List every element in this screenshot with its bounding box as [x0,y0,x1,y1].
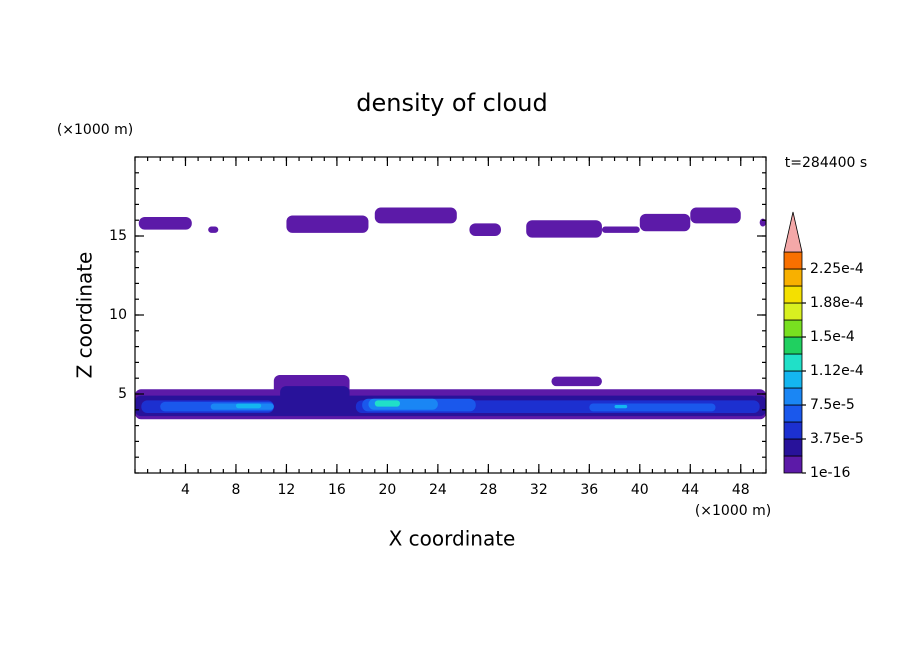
contour-region [138,217,192,230]
contour-region [208,226,219,233]
contour-region [614,405,628,409]
colorbar-overflow [783,211,803,253]
x-tick-label: 20 [378,482,396,498]
colorbar-band [783,353,803,372]
colorbar-band [783,455,803,474]
x-tick-label: 36 [580,482,598,498]
chart-title: density of cloud [356,89,547,117]
colorbar-band [783,404,803,423]
colorbar-tick-label: 7.5e-5 [810,397,855,413]
y-tick-label: 15 [109,228,127,244]
x-tick-label: 44 [681,482,699,498]
colorbar-band [783,319,803,338]
colorbar-tick-label: 1e-16 [810,465,850,481]
x-tick-label: 24 [429,482,447,498]
colorbar-band [783,336,803,355]
x-tick-label: 12 [278,482,296,498]
contour-region [526,220,602,238]
x-tick-label: 16 [328,482,346,498]
x-tick-label: 4 [181,482,190,498]
y-tick-label: 10 [109,307,127,323]
colorbar-band [783,387,803,406]
y-unit: (×1000 m) [57,122,133,138]
colorbar-tick-label: 1.88e-4 [810,295,864,311]
x-axis-label: X coordinate [389,527,516,551]
contour-region [639,213,691,232]
contour-region [601,226,640,233]
contour-region [690,207,741,224]
contour-region [280,386,350,407]
contour-region [589,403,716,412]
colorbar-tick-label: 1.5e-4 [810,329,855,345]
contour-region [374,400,401,407]
colorbar-band [783,285,803,304]
x-tick-label: 48 [732,482,750,498]
plot-frame [134,156,767,474]
colorbar-band [783,268,803,287]
colorbar-band [783,370,803,389]
colorbar-band [783,421,803,440]
contour-region [551,376,602,387]
colorbar-band [783,438,803,457]
colorbar-tick-label: 2.25e-4 [810,261,864,277]
x-tick-label: 8 [231,482,240,498]
colorbar-tick-label: 1.12e-4 [810,363,864,379]
contour-region [286,215,369,233]
y-axis-label: Z coordinate [73,252,97,379]
colorbar-band [783,302,803,321]
x-tick-label: 40 [631,482,649,498]
x-unit: (×1000 m) [695,503,771,519]
contour-region [469,223,501,236]
x-tick-label: 28 [479,482,497,498]
y-tick-label: 5 [118,386,127,402]
colorbar-tick-label: 3.75e-5 [810,431,864,447]
contour-region [235,403,262,409]
time-label: t=284400 s [785,155,867,171]
x-tick-label: 32 [530,482,548,498]
colorbar-band [783,251,803,270]
contour-region [374,207,457,224]
